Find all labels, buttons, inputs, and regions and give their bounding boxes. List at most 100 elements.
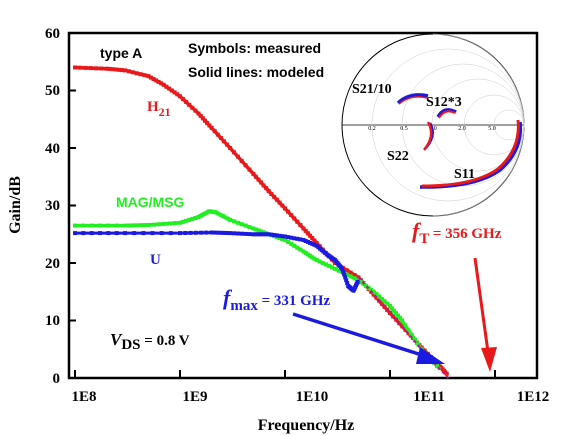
data-point bbox=[187, 217, 192, 222]
data-point bbox=[184, 218, 189, 223]
series-model-extrapolation bbox=[357, 276, 450, 379]
fmax-label: fmax = 331 GHz bbox=[223, 285, 330, 314]
data-point bbox=[81, 231, 86, 236]
data-point bbox=[225, 216, 230, 221]
data-point bbox=[232, 231, 236, 236]
data-point bbox=[280, 203, 285, 208]
data-point bbox=[343, 275, 348, 280]
data-point bbox=[178, 94, 182, 99]
y-tick-label: 50 bbox=[45, 83, 60, 99]
data-point bbox=[301, 238, 306, 242]
data-point bbox=[330, 265, 334, 270]
data-point bbox=[209, 230, 214, 235]
data-point bbox=[371, 292, 376, 297]
data-point bbox=[214, 210, 218, 215]
data-point bbox=[83, 65, 88, 70]
data-point bbox=[159, 81, 164, 86]
data-point bbox=[272, 194, 277, 199]
data-point bbox=[251, 232, 256, 237]
ft-label: fT = 356 GHz bbox=[412, 218, 502, 247]
data-point bbox=[261, 183, 266, 188]
smith-s11-label: S11 bbox=[454, 167, 475, 182]
data-point bbox=[162, 221, 167, 226]
data-point bbox=[305, 239, 310, 244]
data-point bbox=[382, 299, 387, 304]
data-point bbox=[89, 231, 94, 236]
data-point bbox=[161, 82, 166, 87]
data-point bbox=[188, 230, 193, 235]
data-point bbox=[98, 231, 102, 236]
data-point bbox=[259, 229, 264, 234]
data-point bbox=[292, 216, 297, 221]
data-point bbox=[403, 327, 408, 332]
data-point bbox=[235, 154, 240, 159]
data-point bbox=[88, 66, 93, 71]
data-point bbox=[247, 225, 252, 230]
data-point bbox=[253, 174, 258, 179]
smith-s22-model bbox=[423, 121, 433, 151]
ft-arrow bbox=[473, 257, 497, 372]
data-point bbox=[409, 332, 414, 337]
data-point bbox=[305, 252, 310, 257]
data-point bbox=[269, 232, 274, 237]
y-axis-title: Gain/dB bbox=[7, 176, 24, 234]
data-point bbox=[385, 301, 390, 306]
data-point bbox=[298, 237, 303, 242]
data-point bbox=[239, 158, 244, 163]
data-point bbox=[212, 230, 217, 235]
data-point bbox=[138, 223, 143, 228]
data-point bbox=[298, 247, 303, 252]
data-point bbox=[218, 230, 223, 235]
data-point bbox=[193, 108, 198, 113]
data-point bbox=[221, 230, 226, 235]
data-point bbox=[146, 223, 151, 227]
data-point bbox=[141, 231, 146, 236]
data-point bbox=[295, 236, 300, 241]
data-point bbox=[78, 65, 83, 70]
data-point bbox=[388, 311, 392, 315]
data-point bbox=[107, 66, 112, 71]
h21-label: H21 bbox=[147, 99, 171, 119]
data-point bbox=[256, 177, 261, 182]
x-tick-label: 1E10 bbox=[296, 389, 329, 405]
x-tick-label: 1E11 bbox=[413, 389, 445, 405]
data-point bbox=[204, 230, 209, 235]
data-point bbox=[221, 214, 225, 219]
data-point bbox=[358, 280, 363, 285]
data-point bbox=[301, 226, 306, 231]
data-point bbox=[310, 241, 315, 246]
data-point bbox=[280, 237, 285, 241]
data-point bbox=[303, 228, 308, 233]
data-point bbox=[247, 232, 252, 237]
data-point bbox=[243, 163, 248, 168]
data-point bbox=[127, 69, 131, 74]
smith-tick-label: 0.2 bbox=[368, 126, 376, 132]
data-point bbox=[193, 216, 198, 220]
data-point bbox=[123, 68, 128, 73]
data-point bbox=[132, 231, 137, 236]
data-point bbox=[264, 186, 269, 191]
smith-grid-arc bbox=[432, 33, 525, 126]
data-point bbox=[344, 278, 349, 283]
data-point bbox=[326, 263, 331, 268]
data-point bbox=[435, 364, 439, 368]
data-point bbox=[228, 146, 233, 150]
data-point bbox=[138, 72, 143, 77]
y-tick-label: 30 bbox=[45, 198, 60, 214]
data-point bbox=[232, 150, 236, 155]
data-point bbox=[127, 223, 131, 228]
vds-label: VDS = 0.8 V bbox=[110, 330, 190, 353]
data-point bbox=[269, 192, 274, 196]
data-point bbox=[134, 223, 139, 228]
data-point bbox=[342, 272, 347, 277]
data-point bbox=[190, 216, 195, 221]
data-point bbox=[193, 230, 198, 235]
data-point bbox=[94, 66, 99, 71]
data-point bbox=[198, 113, 203, 118]
data-point bbox=[286, 209, 291, 214]
data-point bbox=[205, 121, 210, 126]
data-point bbox=[106, 231, 111, 236]
x-tick-label: 1E8 bbox=[71, 389, 96, 405]
x-tick-label: 1E12 bbox=[517, 389, 550, 405]
